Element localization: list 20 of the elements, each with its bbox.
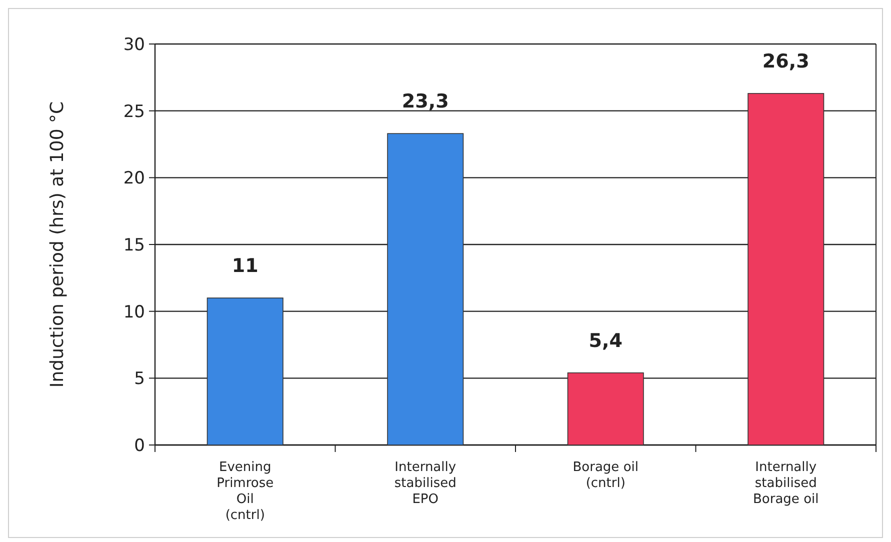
data-label: 23,3 <box>402 90 449 113</box>
y-tick-label: 15 <box>123 235 145 256</box>
y-tick-label: 5 <box>134 369 145 390</box>
bar <box>748 93 824 446</box>
y-tick-label: 10 <box>123 302 145 322</box>
x-tick-label: Evening Primrose Oil (cntrl) <box>216 460 274 523</box>
bar <box>387 133 464 446</box>
data-label: 5,4 <box>588 330 622 352</box>
x-tick-label: Borage oil (cntrl) <box>572 460 638 491</box>
y-axis-title: Induction period (hrs) at 100 °C <box>47 101 68 388</box>
y-tick-label: 25 <box>123 102 145 122</box>
bar <box>206 298 284 446</box>
data-label: 26,3 <box>762 50 810 72</box>
y-tick-label: 0 <box>134 436 145 456</box>
y-tick-label: 30 <box>123 34 145 55</box>
x-tick-label: Internally stabilised Borage oil <box>753 460 819 507</box>
y-tick-label: 20 <box>123 168 145 189</box>
bar <box>567 372 644 446</box>
data-label: 11 <box>232 254 258 277</box>
x-tick-label: Internally stabilised EPO <box>394 460 456 507</box>
